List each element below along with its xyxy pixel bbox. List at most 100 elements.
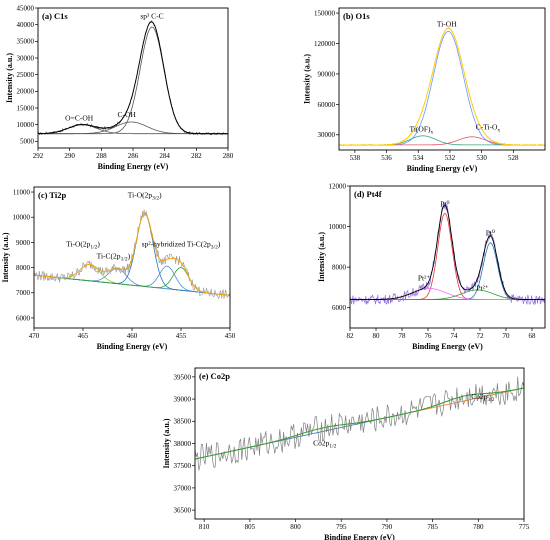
x-tick-label: 536 xyxy=(381,154,392,162)
peak-annotation: sp³ C-C xyxy=(140,12,163,21)
y-tick-label: 10000 xyxy=(329,223,347,231)
peak-component-2 xyxy=(339,136,545,146)
x-axis-title: Binding Energy (eV) xyxy=(407,164,478,173)
y-tick-label: 30000 xyxy=(17,54,35,62)
plot-frame xyxy=(349,185,546,329)
y-tick-label: 39500 xyxy=(174,373,192,381)
y-tick-label: 40000 xyxy=(17,21,35,29)
y-tick-label: 6000 xyxy=(16,314,31,322)
x-tick-label: 286 xyxy=(128,152,139,160)
x-tick-label: 528 xyxy=(508,154,519,162)
x-tick-label: 538 xyxy=(350,154,361,162)
y-tick-label: 120000 xyxy=(314,40,336,48)
y-tick-label: 45000 xyxy=(17,4,35,12)
x-axis-title: Binding Energy (eV) xyxy=(97,342,168,351)
peak-annotation: Pt²⁺ xyxy=(476,283,489,292)
chart-panel-2: 470 465 460 455 450 6000 7000 8000 9000 10000 1100… xyxy=(1,186,236,351)
x-tick-label: 72 xyxy=(477,332,485,340)
y-tick-label: 9000 xyxy=(16,239,31,247)
panel-label: (c) Ti2p xyxy=(38,190,67,200)
y-tick-label: 12000 xyxy=(329,182,347,190)
y-axis-title: Intensity (a.u.) xyxy=(1,232,10,282)
y-tick-label: 90000 xyxy=(318,70,336,78)
y-tick-label: 6000 xyxy=(332,304,347,312)
x-tick-label: 280 xyxy=(223,152,234,160)
y-axis-title: Intensity (a.u.) xyxy=(162,418,171,468)
y-tick-label: 39000 xyxy=(174,395,192,403)
peak-annotation: O=C-OH xyxy=(65,113,94,122)
fitted-envelope-line xyxy=(339,27,545,146)
fitted-envelope-line xyxy=(33,212,231,296)
y-tick-label: 30000 xyxy=(318,131,336,139)
plot-frame xyxy=(338,7,546,151)
peak-annotation: Co2p1/2 xyxy=(313,439,337,450)
peak-annotation: sp²-hybridized Ti-C(2p3/2) xyxy=(142,240,221,251)
peak-annotation: Ti-O(2p1/2) xyxy=(66,240,100,251)
raw-spectrum-line xyxy=(194,376,525,471)
x-tick-label: 775 xyxy=(519,523,530,531)
y-axis-title: Intensity (a.u.) xyxy=(5,53,14,103)
fitted-envelope-line xyxy=(194,387,525,460)
x-tick-label: 68 xyxy=(529,332,537,340)
y-tick-label: 10000 xyxy=(17,121,35,129)
x-tick-label: 455 xyxy=(176,332,187,340)
x-tick-label: 70 xyxy=(503,332,511,340)
x-tick-label: 532 xyxy=(445,154,456,162)
y-tick-label: 15000 xyxy=(17,104,35,112)
x-tick-label: 290 xyxy=(64,152,75,160)
x-tick-label: 534 xyxy=(413,154,424,162)
x-tick-label: 810 xyxy=(199,523,210,531)
x-tick-label: 288 xyxy=(96,152,107,160)
peak-component-1 xyxy=(339,135,545,146)
peak-annotation: Co2p3/2 xyxy=(471,392,495,403)
x-axis-title: Binding Energy (eV) xyxy=(98,162,169,171)
peak-annotation: Ti-O(2p3/2) xyxy=(128,190,162,201)
y-tick-label: 25000 xyxy=(17,71,35,79)
x-tick-label: 800 xyxy=(290,523,301,531)
y-tick-label: 8000 xyxy=(332,264,347,272)
panel-label: (b) O1s xyxy=(343,11,370,21)
x-tick-label: 785 xyxy=(427,523,438,531)
x-tick-label: 805 xyxy=(245,523,256,531)
x-tick-label: 284 xyxy=(159,152,170,160)
y-tick-label: 35000 xyxy=(17,38,35,46)
peak-component-0 xyxy=(33,264,231,296)
x-tick-label: 465 xyxy=(78,332,89,340)
y-tick-label: 38000 xyxy=(174,440,192,448)
y-tick-label: 38500 xyxy=(174,418,192,426)
fitted-envelope-line xyxy=(350,204,545,301)
peak-component-3 xyxy=(350,289,545,300)
x-tick-label: 292 xyxy=(33,152,44,160)
x-axis-title: Binding Energy (eV) xyxy=(412,342,483,351)
x-tick-label: 460 xyxy=(127,332,138,340)
x-tick-label: 74 xyxy=(451,332,459,340)
y-tick-label: 37000 xyxy=(174,484,192,492)
chart-panel-1: 538 536 534 532 530 528 30000 60000 90000 120000 1… xyxy=(302,7,546,173)
peak-annotation: Pt⁰ xyxy=(486,229,495,238)
peak-annotation: C-OH xyxy=(117,110,136,119)
x-tick-label: 790 xyxy=(382,523,393,531)
x-tick-label: 80 xyxy=(373,332,381,340)
peak-annotation: Pt⁰ xyxy=(440,199,449,208)
y-tick-label: 37500 xyxy=(174,462,192,470)
x-tick-label: 450 xyxy=(225,332,236,340)
y-tick-label: 11000 xyxy=(13,188,31,196)
x-tick-label: 282 xyxy=(191,152,202,160)
x-tick-label: 530 xyxy=(476,154,487,162)
y-tick-label: 60000 xyxy=(318,101,336,109)
peak-annotation: Ti-OH xyxy=(437,19,457,28)
peak-component-2 xyxy=(350,242,545,300)
y-axis-title: Intensity (a.u.) xyxy=(302,54,311,104)
x-tick-label: 470 xyxy=(29,332,40,340)
chart-panel-4: 810 805 800 795 790 785 780 775 36500 37000 37500 3… xyxy=(162,367,530,540)
x-tick-label: 76 xyxy=(425,332,433,340)
chart-panel-0: 292 290 288 286 284 282 280 5000 10000 15000 20000… xyxy=(5,4,234,171)
plot-frame xyxy=(194,367,525,520)
x-tick-label: 795 xyxy=(336,523,347,531)
y-tick-label: 20000 xyxy=(17,88,35,96)
y-tick-label: 150000 xyxy=(314,9,336,17)
y-tick-label: 8000 xyxy=(16,264,31,272)
fitted-envelope-line xyxy=(38,21,228,135)
raw-spectrum-line xyxy=(338,27,546,146)
